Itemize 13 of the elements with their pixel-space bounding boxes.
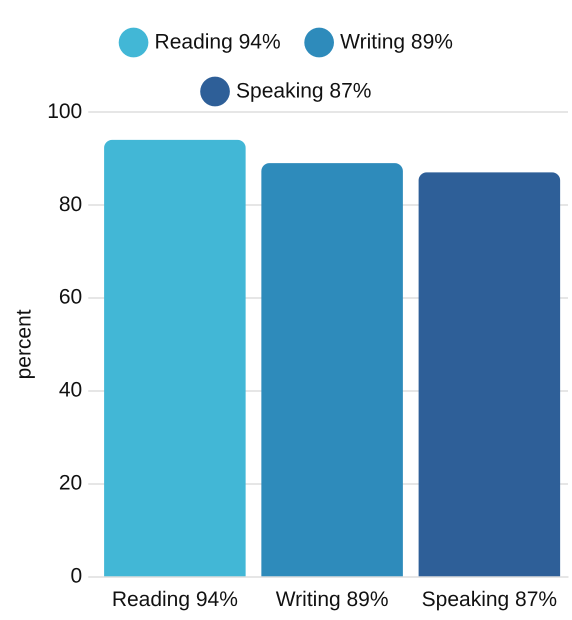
y-tick-label: 100: [47, 100, 82, 123]
legend-label: Reading 94%: [154, 30, 281, 54]
y-axis-title: percent: [12, 309, 36, 380]
x-tick-label: Reading 94%: [112, 588, 238, 612]
y-tick-label: 80: [58, 192, 82, 216]
legend-label: Speaking 87%: [236, 79, 372, 102]
y-tick-label: 60: [58, 286, 82, 309]
x-tick-label: Writing 89%: [276, 588, 389, 612]
legend-label: Writing 89%: [340, 30, 453, 54]
y-tick-label: 0: [70, 564, 82, 588]
y-tick-label: 20: [58, 472, 82, 495]
y-tick-label: 40: [58, 378, 82, 402]
x-tick-label: Speaking 87%: [422, 588, 558, 612]
